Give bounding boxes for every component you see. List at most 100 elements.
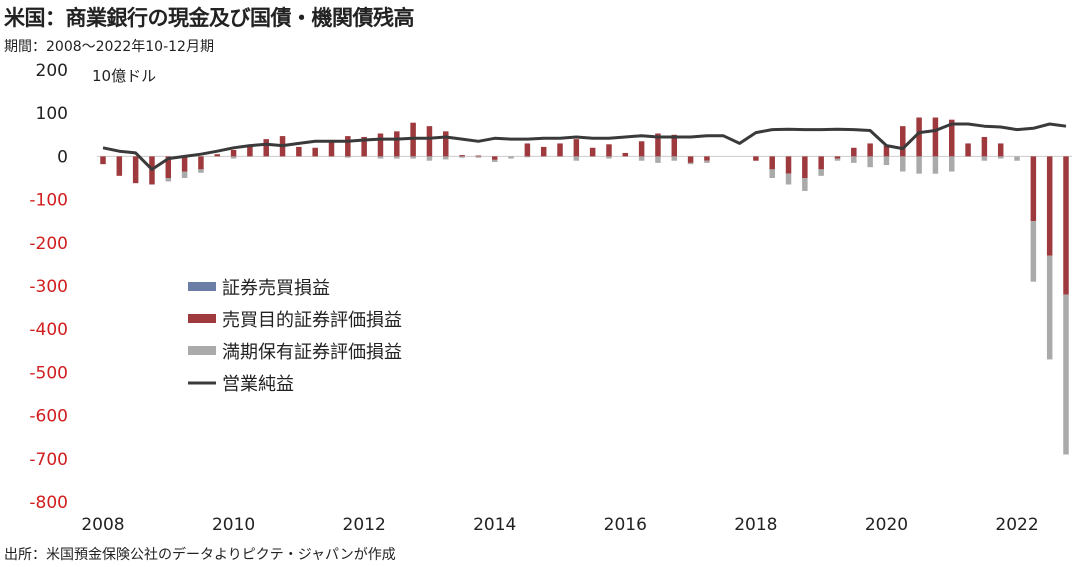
y-tick-label: -500 — [29, 363, 68, 383]
bar-trading-securities — [818, 156, 824, 170]
bar-htm-securities — [1014, 156, 1020, 161]
bar-trading-securities — [132, 156, 139, 184]
bar-trading-securities — [100, 156, 106, 165]
chart-subtitle: 期間：2008～2022年10-12月期 — [4, 39, 214, 55]
bar-htm-securities — [818, 169, 824, 176]
bar-htm-securities — [948, 156, 955, 172]
bar-htm-securities — [655, 156, 661, 163]
bar-trading-securities — [443, 131, 449, 157]
bar-htm-securities — [867, 156, 873, 168]
bar-htm-securities — [1063, 294, 1069, 455]
bar-trading-securities — [655, 133, 661, 157]
bar-htm-securities — [491, 159, 498, 163]
bar-trading-securities — [851, 147, 857, 157]
bar-htm-securities — [802, 178, 808, 191]
bar-htm-securities — [883, 156, 890, 166]
bar-trading-securities — [214, 154, 221, 157]
legend-label: 営業純益 — [222, 374, 294, 395]
bar-trading-securities — [1030, 156, 1037, 222]
bar-htm-securities — [638, 156, 645, 161]
bar-trading-securities — [263, 139, 269, 157]
bar-htm-securities — [475, 156, 482, 158]
legend-swatch — [188, 282, 216, 291]
bar-htm-securities — [769, 169, 775, 178]
y-tick-label: -600 — [29, 407, 68, 427]
bar-trading-securities — [704, 156, 710, 161]
x-tick-label: 2008 — [81, 515, 124, 535]
bar-htm-securities — [606, 156, 612, 159]
y-tick-label: 0 — [57, 147, 68, 167]
bar-trading-securities — [361, 136, 367, 157]
bar-trading-securities — [802, 156, 808, 178]
bar-trading-securities — [181, 156, 188, 172]
bar-trading-securities — [785, 156, 792, 174]
bar-trading-securities — [557, 143, 563, 157]
bar-htm-securities — [165, 178, 172, 182]
bar-htm-securities — [443, 156, 449, 160]
bar-trading-securities — [524, 143, 531, 157]
bar-trading-securities — [606, 144, 612, 157]
bar-trading-securities — [900, 126, 906, 157]
bar-trading-securities — [491, 156, 498, 160]
y-tick-label: 100 — [36, 104, 68, 124]
bar-htm-securities — [981, 156, 988, 161]
bar-trading-securities — [1063, 156, 1069, 295]
bar-htm-securities — [916, 156, 922, 174]
legend-swatch — [188, 314, 216, 323]
bar-trading-securities — [589, 147, 596, 157]
y-tick-label: -100 — [29, 191, 68, 211]
bar-htm-securities — [524, 156, 531, 158]
bar-trading-securities — [671, 134, 678, 157]
x-tick-label: 2012 — [343, 515, 386, 535]
operating-income-line — [102, 122, 1067, 171]
legend-swatch — [188, 346, 216, 355]
bar-trading-securities — [198, 156, 204, 170]
bar-trading-securities — [540, 146, 547, 157]
x-tick-label: 2022 — [995, 515, 1038, 535]
y-tick-label: -800 — [29, 493, 68, 513]
bar-trading-securities — [981, 136, 988, 157]
bar-htm-securities — [687, 162, 694, 165]
unit-label: 10億ドル — [92, 67, 156, 85]
y-tick-label: -300 — [29, 277, 68, 297]
bar-trading-securities — [345, 136, 351, 157]
bar-htm-securities — [704, 160, 710, 163]
bar-trading-securities — [377, 133, 384, 157]
bar-trading-securities — [116, 156, 123, 176]
bar-trading-securities — [687, 156, 694, 163]
bar-htm-securities — [345, 156, 351, 158]
bar-trading-securities — [459, 155, 465, 157]
chart-title: 米国：商業銀行の現金及び国債・機関債残高 — [4, 6, 415, 30]
bar-trading-securities — [296, 146, 302, 157]
bar-trading-securities — [165, 156, 172, 178]
bar-htm-securities — [459, 156, 465, 158]
bar-trading-securities — [883, 145, 890, 157]
legend-label: 売買目的証券評価損益 — [222, 310, 402, 331]
y-tick-label: -200 — [29, 234, 68, 254]
bar-htm-securities — [834, 158, 841, 161]
bar-trading-securities — [426, 126, 433, 157]
bar-htm-securities — [851, 156, 857, 163]
bar-htm-securities — [1030, 221, 1037, 282]
x-tick-label: 2016 — [604, 515, 647, 535]
bar-htm-securities — [671, 156, 678, 161]
bar-htm-securities — [932, 156, 939, 174]
bar-htm-securities — [230, 156, 237, 159]
bar-trading-securities — [834, 156, 841, 159]
bar-trading-securities — [328, 139, 335, 157]
x-tick-label: 2010 — [212, 515, 255, 535]
legend-label: 証券売買損益 — [222, 278, 330, 299]
bar-htm-securities — [508, 156, 514, 159]
bar-trading-securities — [932, 117, 939, 157]
bar-htm-securities — [900, 156, 906, 172]
bar-htm-securities — [785, 173, 792, 185]
bar-trading-securities — [247, 145, 253, 157]
bar-htm-securities — [573, 156, 580, 161]
y-tick-label: -700 — [29, 450, 68, 470]
y-tick-label: 200 — [36, 61, 68, 81]
bar-trading-securities — [230, 149, 237, 157]
x-tick-label: 2018 — [734, 515, 777, 535]
bar-htm-securities — [198, 169, 204, 173]
bar-htm-securities — [394, 156, 400, 159]
